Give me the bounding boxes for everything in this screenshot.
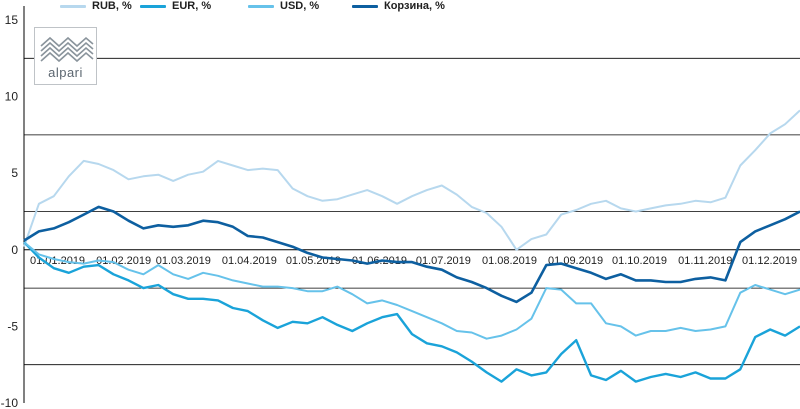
x-tick-label: 01.07.2019: [416, 255, 471, 267]
legend-label-eur: EUR, %: [172, 0, 212, 12]
alpari-logo: alpari: [34, 27, 97, 85]
grid-lines: [23, 6, 800, 403]
series-line-usd: [23, 241, 800, 340]
legend-label-rub: RUB, %: [92, 0, 132, 12]
series-lines: [23, 109, 800, 383]
series-line-basket: [23, 205, 800, 304]
x-tick-label: 01.04.2019: [222, 255, 277, 267]
legend-label-basket: Корзина, %: [384, 0, 445, 12]
legend-swatch-eur: [140, 4, 166, 8]
legend-item-usd: USD, %: [248, 0, 319, 12]
chart-legend: RUB, % EUR, % USD, % Корзина, %: [0, 0, 800, 14]
x-tick-label: 01.01.2019: [30, 255, 85, 267]
y-tick-label: -10: [1, 396, 19, 409]
legend-item-basket: Корзина, %: [352, 0, 445, 12]
x-tick-label: 01.05.2019: [286, 255, 341, 267]
x-tick-label: 01.10.2019: [612, 255, 667, 267]
y-tick-label: -5: [7, 319, 18, 333]
y-tick-label: 5: [11, 166, 18, 180]
x-axis-tick-labels: 01.01.2019 01.02.2019 01.03.2019 01.04.2019…: [30, 255, 797, 267]
legend-swatch-rub: [60, 4, 86, 8]
y-tick-label: 0: [11, 243, 18, 257]
legend-item-eur: EUR, %: [140, 0, 211, 12]
x-tick-label: 01.12.2019: [742, 255, 797, 267]
legend-item-rub: RUB, %: [60, 0, 132, 12]
x-tick-label: 01.11.2019: [678, 255, 732, 267]
alpari-waves-logo-icon: [40, 36, 94, 63]
series-line-eur: [23, 241, 800, 383]
alpari-logo-text: alpari: [48, 65, 83, 80]
y-tick-label: 15: [5, 13, 19, 27]
y-tick-label: 10: [5, 90, 19, 104]
legend-label-usd: USD, %: [280, 0, 320, 12]
legend-swatch-basket: [352, 4, 378, 8]
x-tick-label: 01.08.2019: [482, 255, 537, 267]
series-line-rub: [23, 109, 800, 251]
x-tick-label: 01.03.2019: [156, 255, 211, 267]
legend-swatch-usd: [248, 4, 274, 8]
x-tick-label: 01.02.2019: [96, 255, 151, 267]
y-axis-tick-labels: 15 10 5 0 -5 -10: [1, 13, 19, 409]
